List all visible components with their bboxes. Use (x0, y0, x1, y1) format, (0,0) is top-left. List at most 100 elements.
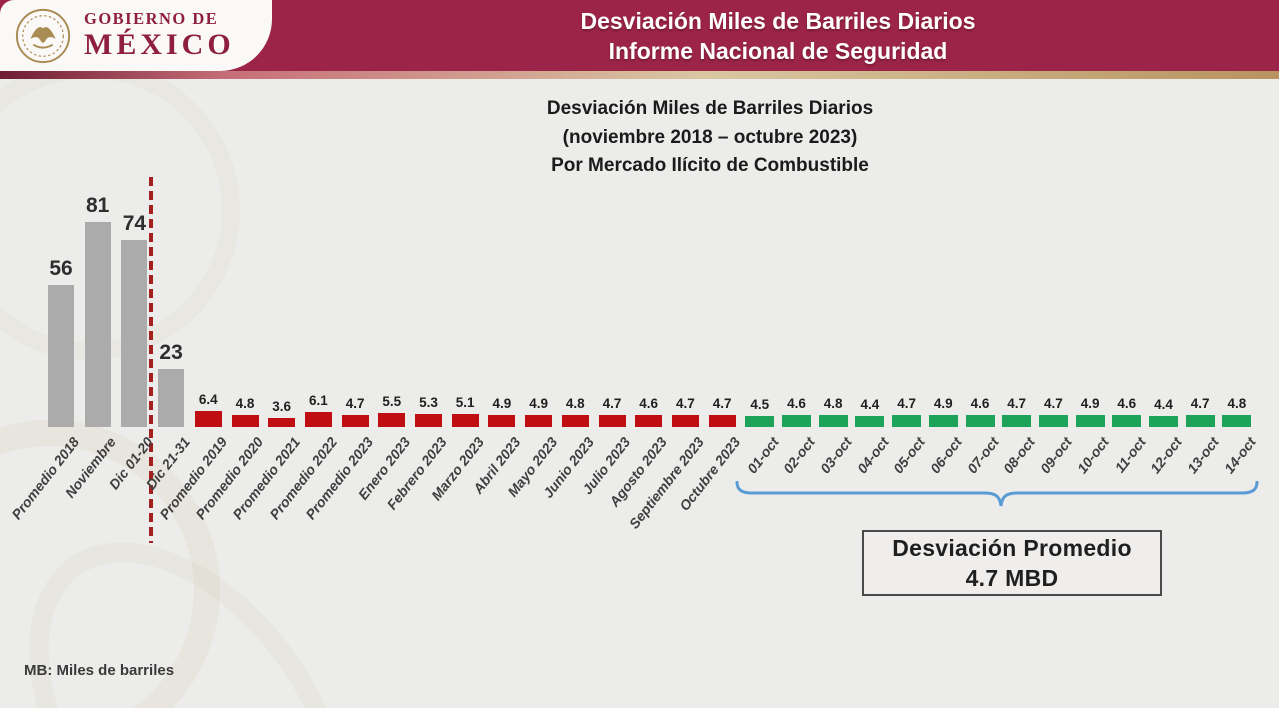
x-axis-label: 07-oct (963, 434, 1002, 477)
bar (121, 239, 148, 427)
bar-value-label: 4.9 (492, 395, 512, 411)
bar-value-label: 4.7 (897, 396, 916, 412)
bar-value-label: 5.5 (382, 394, 402, 410)
bar (1112, 415, 1142, 427)
bar (1149, 415, 1178, 427)
x-axis-label: 11-oct (1111, 434, 1149, 476)
bar-value-label: 4.6 (970, 396, 990, 412)
bar-value-label: 4.8 (823, 395, 843, 411)
bar (671, 415, 699, 427)
bar (561, 414, 589, 427)
bar (928, 414, 958, 427)
bar-value-label: 4.7 (712, 396, 732, 412)
bar-value-label: 4.6 (787, 396, 806, 412)
x-axis-label: 05-oct (890, 434, 929, 477)
bar-value-label: 3.6 (272, 398, 292, 414)
bar-value-label: 4.6 (639, 396, 659, 412)
chart-title-line2: (noviembre 2018 – octubre 2023) (562, 126, 858, 148)
header-title: Desviación Miles de Barriles Diarios Inf… (285, 0, 1271, 71)
x-axis-label: 03-oct (816, 434, 855, 477)
bar (48, 285, 74, 427)
mexico-coat-of-arms-icon (15, 8, 71, 63)
bar (231, 414, 259, 427)
header-band: Desviación Miles de Barriles Diarios Inf… (0, 0, 1279, 71)
bar (194, 410, 222, 427)
gobierno-mexico-logo: GOBIERNO DE MÉXICO (0, 0, 272, 71)
x-axis-label: 13-oct (1183, 434, 1222, 477)
average-deviation-value: 4.7 MBD (965, 565, 1059, 591)
bar (1185, 415, 1215, 427)
bar-value-label: 74 (122, 211, 147, 235)
x-axis-label: 04-oct (853, 434, 892, 477)
bar-value-label: 56 (49, 257, 73, 281)
x-axis-label: 08-oct (1000, 434, 1039, 477)
x-axis-label: 01-oct (743, 434, 782, 477)
dashed-divider-line (149, 177, 153, 543)
x-axis-label: 12-oct (1147, 434, 1186, 477)
bar-value-label: 4.5 (750, 396, 770, 412)
bar (84, 222, 111, 427)
header-title-line2: Informe Nacional de Seguridad (608, 37, 948, 64)
chart-title-line3: Por Mercado Ilícito de Combustible (551, 155, 869, 176)
bar (818, 414, 848, 427)
bar-value-label: 4.4 (1154, 396, 1173, 412)
bar (525, 414, 553, 427)
gobierno-de-text: GOBIERNO DE (84, 8, 219, 28)
bar (268, 417, 296, 427)
footnote: MB: Miles de barriles (24, 662, 175, 679)
bar-value-label: 4.8 (565, 395, 585, 411)
mexico-text: MÉXICO (84, 28, 235, 62)
bar (1222, 414, 1252, 427)
bar-value-label: 5.1 (455, 395, 475, 411)
bar (598, 415, 626, 427)
x-axis-label: 02-oct (780, 434, 819, 477)
bar-value-label: 4.9 (933, 395, 953, 411)
bar-value-label: 6.1 (309, 392, 328, 408)
bar (1038, 415, 1068, 427)
x-axis-label: 10-oct (1073, 434, 1112, 477)
bar-value-label: 4.9 (1080, 395, 1100, 411)
bar (965, 415, 995, 427)
x-axis-label: 06-oct (926, 434, 965, 477)
bar (892, 415, 922, 427)
chart-title-line1: Desviación Miles de Barriles Diarios (546, 98, 874, 119)
average-deviation-label: Desviación Promedio (892, 535, 1132, 561)
bar (708, 415, 736, 427)
bar-value-label: 4.9 (529, 395, 548, 411)
october-range-brace (735, 481, 1259, 507)
bar-value-label: 23 (159, 340, 183, 364)
bar-value-label: 5.3 (419, 394, 438, 410)
bar-value-label: 4.7 (1044, 396, 1063, 412)
bar (304, 411, 332, 427)
bar-value-label: 4.4 (860, 396, 880, 412)
bar (415, 413, 442, 427)
bar-value-label: 4.8 (1227, 395, 1247, 411)
bar (451, 414, 479, 427)
bar (158, 368, 185, 427)
bar (1075, 414, 1105, 427)
bar-value-label: 4.7 (345, 396, 365, 412)
header-gradient-strip (0, 71, 1279, 79)
bar (855, 415, 885, 427)
average-deviation-box: Desviación Promedio 4.7 MBD (862, 530, 1162, 596)
bar (341, 415, 369, 427)
bar-value-label: 81 (86, 194, 110, 218)
chart-title: Desviación Miles de Barriles Diarios (no… (420, 95, 1000, 181)
bar (745, 415, 775, 427)
bar (1002, 415, 1032, 427)
bar-value-label: 4.7 (602, 396, 622, 412)
bar-value-label: 4.7 (1190, 396, 1210, 412)
bar-value-label: 4.8 (235, 395, 255, 411)
bar (782, 415, 811, 427)
gobierno-mexico-wordmark: GOBIERNO DE MÉXICO (84, 8, 235, 62)
bar-value-label: 6.4 (198, 391, 218, 407)
bar-value-label: 4.7 (1007, 396, 1027, 412)
x-axis-label: 14-oct (1220, 434, 1259, 477)
header-title-line1: Desviación Miles de Barriles Diarios (580, 7, 976, 34)
x-axis-label: 09-oct (1037, 434, 1075, 477)
bar (635, 415, 663, 427)
bar (378, 413, 406, 427)
bar-value-label: 4.7 (676, 396, 695, 412)
